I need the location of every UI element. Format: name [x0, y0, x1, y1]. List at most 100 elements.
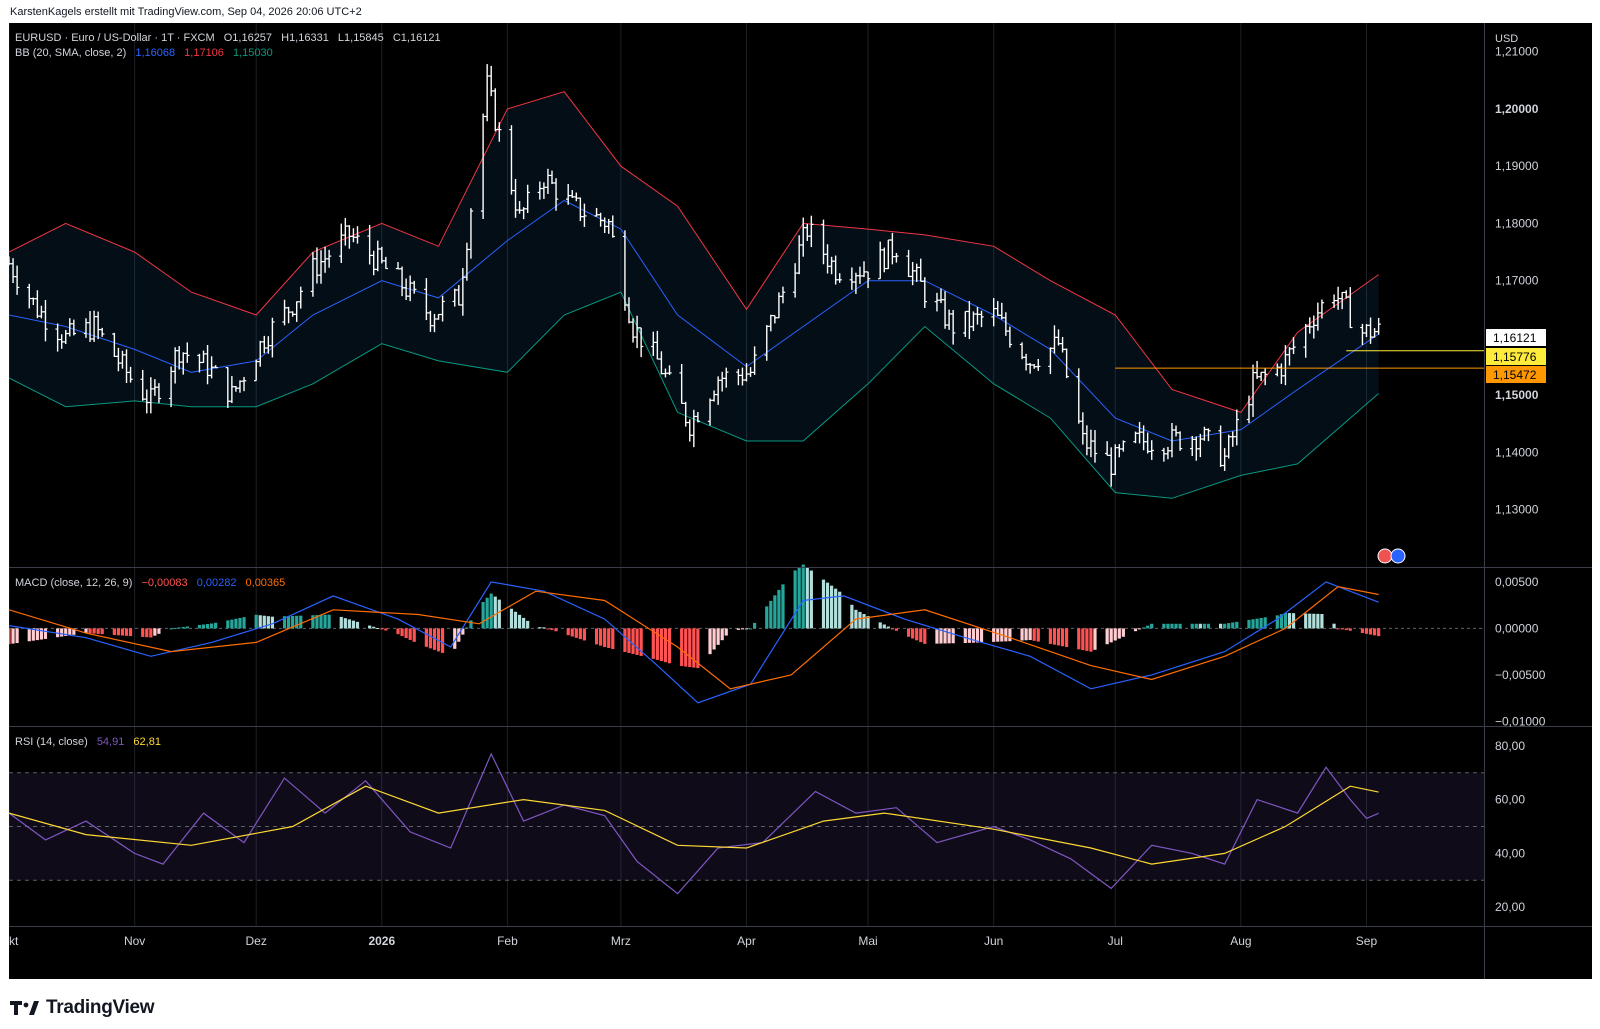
macd-legend: MACD (close, 12, 26, 9) −0,00083 0,00282… [15, 577, 285, 589]
macd-histogram-bar [380, 628, 384, 630]
macd-histogram-bar [465, 627, 469, 629]
macd-histogram-bar [1166, 623, 1170, 629]
macd-histogram-bar [688, 628, 692, 668]
macd-histogram-bar [149, 628, 153, 638]
macd-histogram-bar [270, 616, 274, 629]
macd-histogram-bar [11, 628, 15, 644]
macd-histogram-bar [724, 628, 728, 636]
macd-tick-label: −0,00500 [1495, 668, 1546, 682]
price-tick-label: 1,21000 [1495, 45, 1539, 59]
macd-histogram-bar [890, 628, 894, 630]
macd-histogram-bar [404, 628, 408, 639]
macd-histogram-bar [611, 628, 615, 649]
macd-histogram-bar [1340, 628, 1344, 630]
macd-histogram-bar [254, 614, 258, 629]
macd-histogram-bar [971, 628, 976, 643]
ohlc-l-label: L [338, 32, 344, 44]
macd-histogram-bar [781, 584, 785, 629]
macd-histogram-bar [1223, 623, 1227, 629]
rsi-tick-label: 60,00 [1495, 793, 1525, 807]
macd-histogram-bar [1279, 614, 1283, 629]
macd-histogram-bar [1227, 623, 1231, 629]
chart-frame[interactable]: USD 1,21000 1,20000 1,19000 1,18000 1,17000 1… [0, 23, 1592, 979]
rsi-line [8, 752, 1379, 895]
event-flags[interactable] [1377, 548, 1406, 564]
currency-label: USD [1495, 33, 1518, 45]
us-flag-icon[interactable] [1377, 548, 1393, 564]
macd-histogram-bar [242, 617, 246, 629]
macd-histogram-bar [522, 617, 526, 629]
macd-histogram-bar [1291, 613, 1296, 629]
macd-histogram-bar [84, 628, 88, 634]
macd-histogram-bar [355, 621, 360, 629]
macd-histogram-bar [1162, 623, 1166, 629]
macd-histogram-bar [1247, 619, 1251, 629]
macd-histogram-bar [1142, 627, 1146, 629]
bb-legend: BB (20, SMA, close, 2) 1,16068 1,17106 1… [15, 47, 273, 59]
macd-histogram-bar [712, 628, 716, 650]
macd-histogram-bar [440, 628, 445, 653]
macd-histogram-bar [1093, 628, 1097, 650]
macd-histogram-bar [1255, 618, 1259, 629]
eu-flag-icon[interactable] [1390, 548, 1406, 564]
macd-histogram-bar [230, 619, 234, 629]
time-axis[interactable]: Okt Nov Dez 2026 Feb Mrz Apr Mai Jun Jul Aug Sep [0, 934, 1377, 948]
macd-histogram-bar [623, 628, 627, 652]
time-tick-label: 2026 [368, 934, 395, 948]
macd-histogram-bar [765, 606, 769, 629]
price-labels: 1,16121 1,15776 1,15472 [1486, 329, 1546, 383]
macd-histogram-bar [96, 628, 100, 634]
ohlc-o-label: O [224, 32, 233, 44]
macd-histogram-bar [343, 618, 347, 629]
price-axis[interactable]: USD 1,21000 1,20000 1,19000 1,18000 1,17000 1… [1495, 33, 1546, 914]
macd-histogram-bar [1174, 623, 1178, 629]
horizontal-levels[interactable] [1115, 350, 1484, 369]
price-tick-label: 1,15000 [1495, 388, 1539, 402]
macd-histogram-bar [769, 600, 773, 629]
chart-svg[interactable]: USD 1,21000 1,20000 1,19000 1,18000 1,17000 1… [0, 23, 1592, 979]
macd-pane[interactable] [7, 564, 1484, 704]
macd-histogram-bar [287, 616, 291, 629]
macd-histogram-bar [1368, 628, 1373, 635]
macd-histogram-bar [546, 628, 550, 630]
macd-histogram-bar [1089, 628, 1093, 652]
macd-histogram-bar [1190, 623, 1194, 629]
price-tick-label: 1,14000 [1495, 445, 1539, 459]
macd-tick-label: −0,01000 [1495, 714, 1546, 728]
macd-histogram-bar [911, 628, 915, 639]
macd-histogram-bar [60, 628, 64, 637]
macd-label: MACD (close, 12, 26, 9) [15, 577, 132, 589]
macd-histogram-bar [923, 628, 927, 644]
macd-histogram-bar [554, 628, 558, 632]
macd-histogram-bar [975, 628, 980, 643]
macd-histogram-bar [210, 623, 214, 629]
macd-histogram-bar [153, 628, 157, 636]
rsi-pane[interactable] [8, 752, 1484, 895]
macd-histogram-bar [550, 628, 554, 630]
level2-tag [1486, 366, 1546, 383]
macd-histogram-bar [173, 627, 177, 629]
macd-histogram-bar [594, 628, 599, 645]
macd-histogram-bar [282, 616, 287, 629]
level2-label: 1,15472 [1493, 368, 1537, 382]
macd-histogram-bar [319, 614, 323, 629]
macd-tick-label: 0,00500 [1495, 575, 1539, 589]
macd-histogram-bar [858, 611, 862, 629]
macd-histogram-bar [599, 628, 603, 646]
macd-histogram-bar [1206, 623, 1211, 629]
price-pane[interactable] [6, 64, 1484, 499]
macd-line [8, 581, 1379, 704]
macd-histogram-bar [526, 620, 530, 629]
pane-separators [9, 23, 1592, 979]
macd-histogram-bar [773, 595, 777, 629]
ohlc-h: 1,16331 [289, 32, 329, 44]
macd-histogram-bar [838, 591, 842, 629]
macd-histogram-bar [453, 628, 457, 649]
macd-histogram-bar [915, 628, 919, 641]
macd-histogram-bar [1308, 613, 1312, 629]
bb-fill [9, 91, 1379, 499]
macd-histogram-bar [1332, 623, 1336, 629]
macd-histogram-bar [1032, 628, 1036, 641]
rsi-ma-line [8, 785, 1379, 865]
macd-histogram-bar [663, 628, 668, 663]
